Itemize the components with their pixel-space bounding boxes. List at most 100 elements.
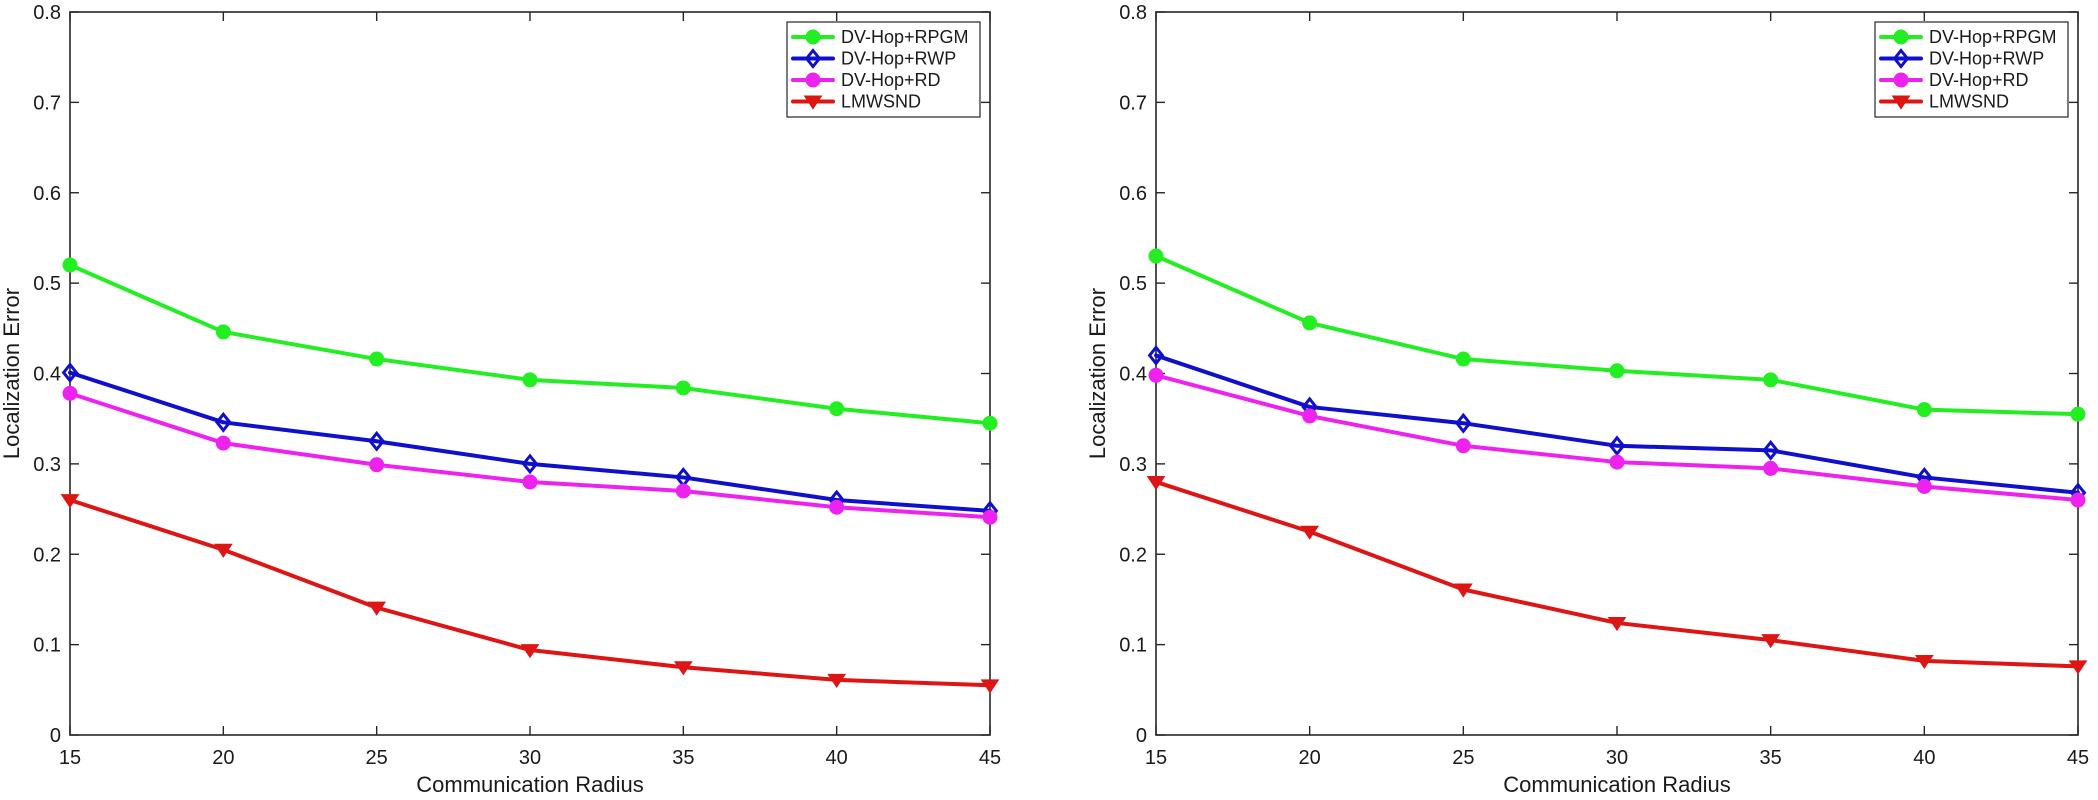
left-y-tick-label: 0.3: [33, 454, 61, 476]
right-data-point: [1147, 345, 1165, 366]
chart-right: 0 0.1 0.2 0.3 0.4 0.5 0.6 0.7 0.8 15 20 25 30 35 40 45 C…: [1085, 2, 2089, 797]
left-x-tick-label: 15: [59, 747, 81, 769]
left-x-tick-label: 40: [826, 747, 848, 769]
left-y-axis-title: Localization Error: [0, 288, 24, 459]
left-data-point: [62, 257, 78, 273]
right-x-tick-label: 45: [2067, 747, 2089, 769]
right-y-tick-label: 0.7: [1119, 92, 1147, 114]
left-series-line: [68, 263, 992, 426]
right-data-point: [2068, 660, 2088, 675]
left-y-tick-label: 0.1: [33, 635, 61, 657]
left-data-point: [521, 453, 539, 475]
right-series-0: [1148, 248, 2086, 422]
left-x-tick-label: 30: [519, 747, 541, 769]
left-y-tick-label: 0.8: [33, 2, 61, 24]
left-data-point: [675, 380, 691, 396]
left-data-point: [829, 499, 845, 515]
right-y-tick-label: 0.2: [1119, 544, 1147, 566]
right-data-point: [1609, 363, 1625, 379]
right-legend-label: LMWSND: [1929, 92, 2009, 112]
right-x-tick-label: 15: [1145, 747, 1167, 769]
right-data-point: [1148, 367, 1164, 383]
right-series-line: [1154, 254, 2080, 417]
right-data-point: [1455, 351, 1471, 367]
left-legend-marker: [805, 72, 821, 88]
left-data-point: [215, 324, 231, 340]
left-legend-label: LMWSND: [841, 92, 921, 112]
right-y-tick-label: 0.6: [1119, 183, 1147, 205]
right-y-tick-label: 0.3: [1119, 454, 1147, 476]
left-data-point: [215, 435, 231, 451]
right-x-tick-label: 20: [1299, 747, 1321, 769]
left-legend-marker: [805, 29, 821, 45]
left-data-point: [982, 509, 998, 525]
right-legend-marker: [1893, 29, 1909, 45]
right-legend-label: DV-Hop+RPGM: [1929, 27, 2057, 47]
left-data-point: [520, 644, 540, 659]
left-legend-label: DV-Hop+RWP: [841, 49, 956, 69]
left-data-point: [675, 483, 691, 499]
left-data-point: [368, 430, 385, 452]
left-data-point: [829, 401, 845, 417]
left-data-point: [62, 385, 78, 401]
right-data-point: [2070, 492, 2086, 508]
right-data-point: [1916, 478, 1932, 494]
right-data-point: [1453, 583, 1473, 598]
left-data-point: [213, 543, 233, 558]
left-x-tick-label: 45: [979, 747, 1001, 769]
right-data-point: [1916, 402, 1932, 418]
left-data-point: [522, 474, 538, 490]
chart-left: 0 0.1 0.2 0.3 0.4 0.5 0.6 0.7 0.8 15 20 25 30 35 40 45 C…: [0, 2, 1001, 797]
right-x-tick-label: 35: [1760, 747, 1782, 769]
right-data-point: [1762, 439, 1779, 461]
left-data-point: [369, 351, 385, 367]
left-series-3: [60, 494, 1000, 694]
left-data-point: [367, 601, 387, 616]
left-data-point: [215, 411, 232, 433]
left-x-axis-title: Communication Radius: [416, 772, 643, 797]
right-data-point: [1763, 372, 1779, 388]
left-data-point: [982, 415, 998, 431]
left-legend-label: DV-Hop+RPGM: [841, 27, 969, 47]
right-legend-marker: [1893, 72, 1909, 88]
right-data-point: [1148, 248, 1164, 264]
right-data-point: [1300, 525, 1320, 540]
right-data-point: [1761, 634, 1781, 649]
right-series-line: [1154, 353, 2080, 495]
right-y-tick-label: 0.5: [1119, 273, 1147, 295]
right-x-axis-title: Communication Radius: [1503, 772, 1730, 797]
right-series-line: [1154, 479, 2080, 669]
right-series-2: [1148, 367, 2086, 508]
left-x-tick-label: 25: [366, 747, 388, 769]
right-y-tick-label: 0.8: [1119, 2, 1147, 24]
left-data-point: [980, 679, 1000, 694]
left-y-tick-label: 0: [50, 725, 61, 747]
left-data-point: [60, 494, 80, 509]
right-y-axis-title: Localization Error: [1085, 288, 1110, 459]
left-series-0: [62, 257, 998, 431]
left-data-point: [673, 661, 693, 676]
right-data-point: [1455, 412, 1472, 434]
left-series-1: [61, 362, 999, 522]
left-y-tick-label: 0.4: [33, 364, 61, 386]
right-data-point: [1146, 476, 1166, 491]
left-series-line: [68, 370, 992, 513]
left-legend-label: DV-Hop+RD: [841, 70, 941, 90]
right-x-tick-label: 30: [1606, 747, 1628, 769]
left-y-tick-label: 0.6: [33, 183, 61, 205]
right-legend-label: DV-Hop+RD: [1929, 70, 2029, 90]
right-data-point: [1607, 616, 1627, 632]
right-data-point: [1455, 438, 1471, 454]
right-data-point: [1302, 408, 1318, 424]
right-legend-label: DV-Hop+RWP: [1929, 49, 2044, 69]
left-data-point: [522, 372, 538, 388]
left-y-tick-label: 0.7: [33, 92, 61, 114]
right-data-point: [1609, 454, 1625, 470]
right-data-point: [2070, 406, 2086, 422]
right-y-tick-label: 0: [1136, 725, 1147, 747]
left-data-point: [369, 457, 385, 473]
left-data-point: [61, 362, 79, 383]
left-series-2: [62, 385, 998, 525]
